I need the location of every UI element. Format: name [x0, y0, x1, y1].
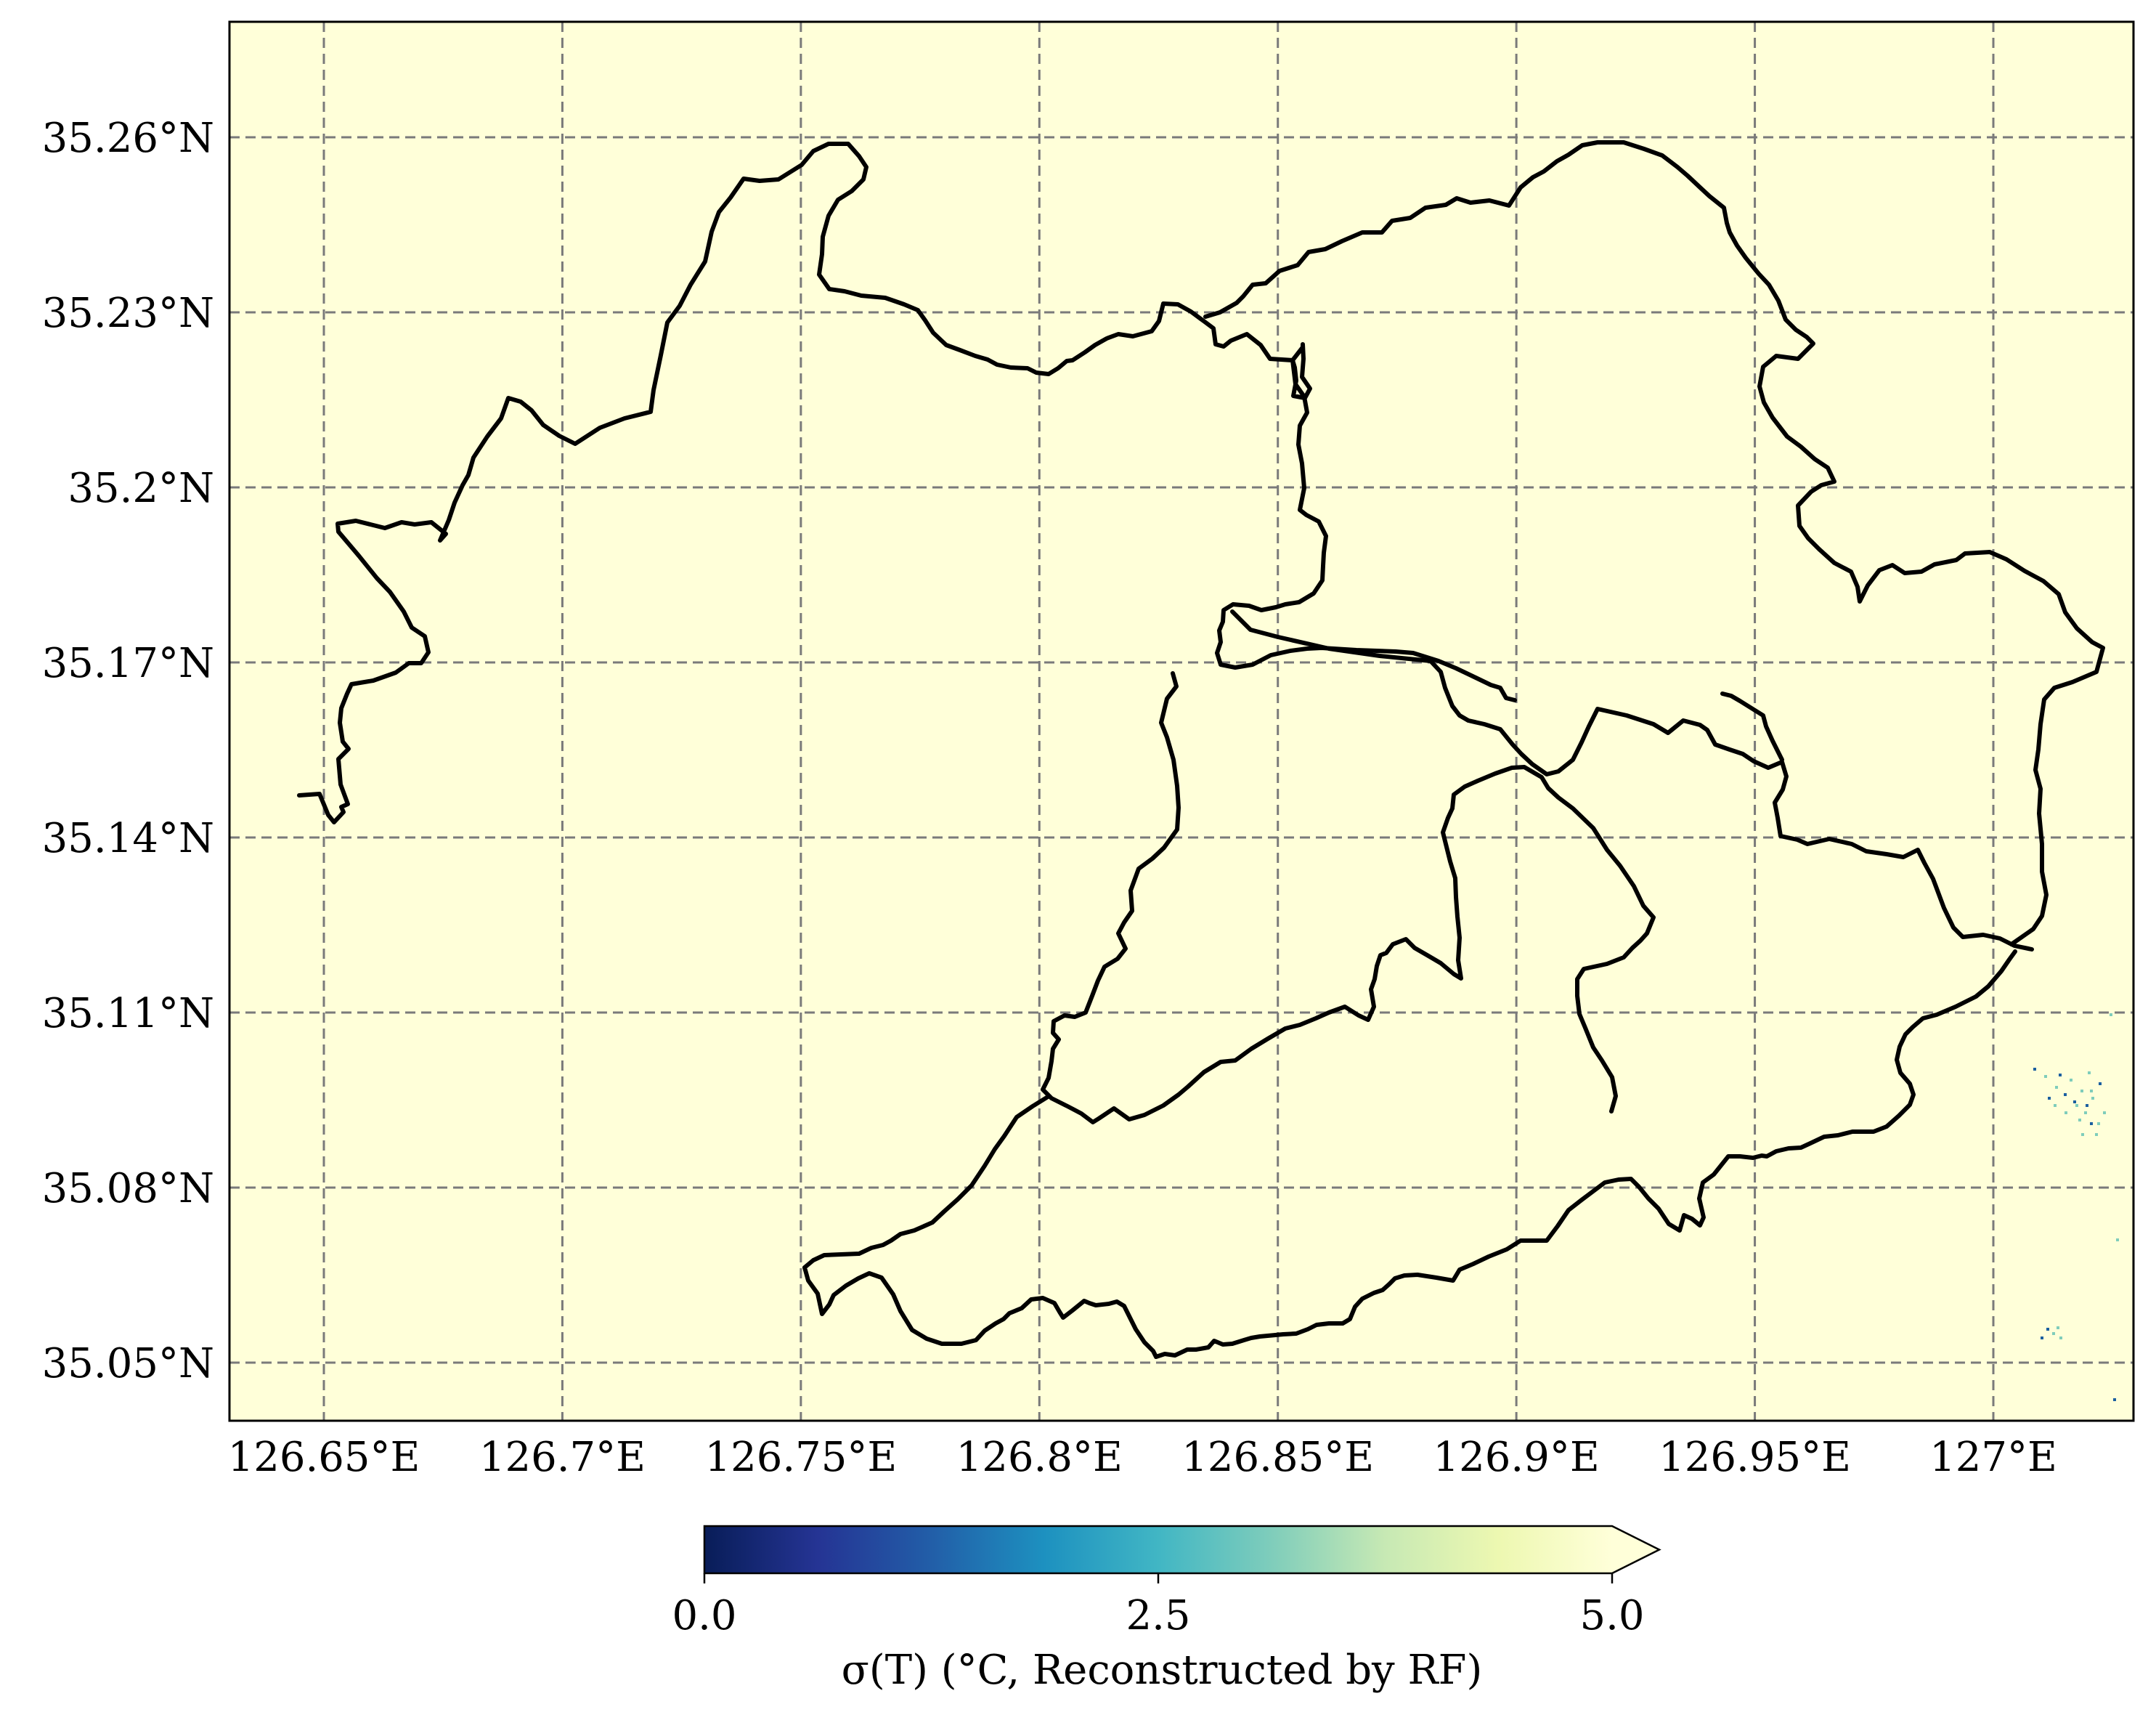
low-value-speckles	[2033, 1013, 2119, 1401]
colorbar: 0.0 2.5 5.0 σ(T) (°C, Reconstructed by RF)	[672, 1525, 1661, 1694]
lon-label-3: 126.8°E	[956, 1434, 1123, 1481]
speckle-6	[2090, 1122, 2093, 1125]
speckle-14	[2095, 1133, 2098, 1136]
speckle-27	[2041, 1336, 2043, 1339]
lat-label-6: 35.08°N	[42, 1165, 214, 1212]
speckle-28	[2059, 1336, 2062, 1339]
speckle-30	[2113, 1398, 2116, 1401]
speckle-20	[2097, 1122, 2100, 1125]
lon-label-4: 126.85°E	[1181, 1434, 1374, 1481]
latitude-labels: 35.26°N 35.23°N 35.2°N 35.17°N 35.14°N 35.11°…	[42, 115, 214, 1387]
district-boundary-central-south	[1041, 671, 1656, 1124]
speckle-29	[2116, 1238, 2119, 1241]
lon-label-5: 126.9°E	[1433, 1434, 1600, 1481]
speckle-21	[2059, 1074, 2062, 1076]
district-boundary-south	[802, 949, 2017, 1359]
district-boundary-center	[1230, 609, 2034, 952]
lon-label-0: 126.65°E	[228, 1434, 420, 1481]
district-boundary-north-east	[1203, 140, 2105, 946]
speckle-23	[2080, 1090, 2083, 1092]
speckle-7	[2081, 1133, 2084, 1136]
lon-label-1: 126.7°E	[479, 1434, 646, 1481]
colorbar-outline	[703, 1525, 1661, 1575]
lon-label-6: 126.95°E	[1659, 1434, 1851, 1481]
district-boundaries	[297, 140, 2105, 1359]
speckle-1	[2044, 1075, 2047, 1078]
lon-label-7: 127°E	[1929, 1434, 2057, 1481]
speckle-22	[2090, 1090, 2093, 1092]
colorbar-label: σ(T) (°C, Reconstructed by RF)	[842, 1647, 1483, 1694]
speckle-9	[2099, 1082, 2102, 1085]
speckle-8	[2091, 1097, 2094, 1100]
speckle-12	[2086, 1104, 2088, 1107]
speckle-2	[2055, 1086, 2058, 1089]
speckle-19	[2103, 1111, 2106, 1114]
colorbar-ticks: 0.0 2.5 5.0	[672, 1573, 1645, 1639]
map-background	[229, 22, 2133, 1421]
colorbar-tick-label-1: 2.5	[1126, 1592, 1190, 1639]
speckle-31	[2110, 1013, 2112, 1016]
lat-label-5: 35.11°N	[42, 990, 214, 1037]
speckle-17	[2054, 1104, 2057, 1107]
speckle-11	[2070, 1079, 2072, 1082]
colorbar-tick-label-2: 5.0	[1579, 1592, 1644, 1639]
speckle-26	[2057, 1326, 2059, 1329]
colorbar-extend-arrow	[1612, 1526, 1659, 1573]
speckle-3	[2064, 1093, 2067, 1096]
speckle-15	[2073, 1100, 2076, 1103]
colorbar-tick-label-0: 0.0	[672, 1592, 736, 1639]
lat-label-0: 35.26°N	[42, 115, 214, 162]
speckle-0	[2033, 1068, 2036, 1071]
district-boundary-west	[297, 142, 1517, 824]
speckle-16	[2065, 1111, 2067, 1114]
lat-label-2: 35.2°N	[68, 465, 214, 512]
colorbar-gradient	[704, 1526, 1612, 1573]
lat-label-4: 35.14°N	[42, 815, 214, 862]
map-frame	[228, 20, 2135, 1422]
speckle-25	[2052, 1332, 2055, 1335]
speckle-24	[2046, 1328, 2049, 1331]
speckle-5	[2084, 1111, 2087, 1114]
lon-label-2: 126.75°E	[704, 1434, 897, 1481]
lat-label-3: 35.17°N	[42, 640, 214, 687]
lat-label-7: 35.05°N	[42, 1340, 214, 1387]
speckle-18	[2048, 1097, 2051, 1100]
district-boundary-east-spur	[1720, 691, 1784, 762]
longitude-labels: 126.65°E 126.7°E 126.75°E 126.8°E 126.85°E 12…	[228, 1434, 2057, 1481]
speckle-10	[2088, 1071, 2091, 1074]
speckle-4	[2075, 1104, 2078, 1107]
lat-label-1: 35.23°N	[42, 290, 214, 337]
speckle-13	[2078, 1119, 2081, 1121]
